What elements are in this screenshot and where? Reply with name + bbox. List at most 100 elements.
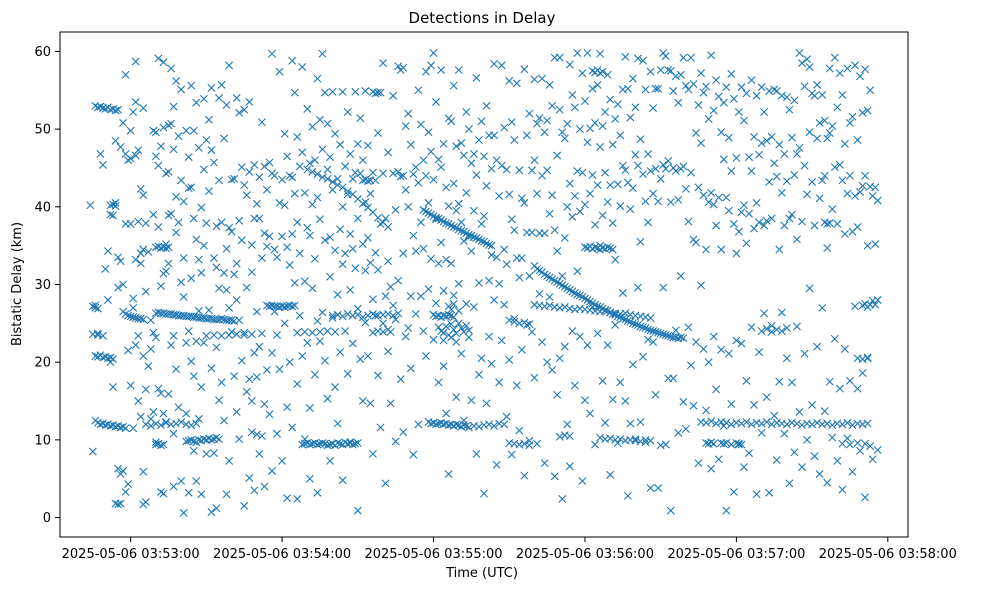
data-point: [321, 356, 329, 365]
data-point: [136, 314, 145, 323]
data-point: [520, 439, 529, 448]
data-point: [490, 59, 499, 68]
data-point: [477, 117, 486, 126]
data-point: [131, 57, 140, 66]
data-point: [232, 94, 241, 103]
data-point: [209, 254, 218, 263]
data-point: [790, 170, 799, 179]
data-point: [739, 116, 748, 125]
data-point: [457, 226, 466, 235]
data-point: [209, 449, 218, 458]
data-point: [280, 201, 289, 210]
data-point: [452, 206, 461, 215]
y-axis: 0 10 20 30 40 50 60: [34, 45, 60, 526]
data-point: [313, 74, 322, 83]
data-point: [606, 434, 615, 443]
data-point: [177, 477, 186, 486]
data-point: [628, 184, 637, 193]
data-point: [414, 420, 423, 429]
data-point: [459, 416, 468, 425]
data-point: [124, 156, 133, 165]
data-point: [795, 48, 804, 57]
data-point: [230, 372, 239, 381]
data-point: [116, 142, 125, 151]
data-point: [560, 233, 569, 242]
data-point: [856, 72, 865, 81]
data-point: [737, 419, 746, 428]
data-point: [129, 303, 138, 312]
data-point: [578, 477, 587, 486]
data-point: [712, 419, 721, 428]
data-point: [611, 115, 620, 124]
data-point: [578, 168, 587, 177]
data-point: [315, 327, 324, 336]
data-point: [603, 341, 612, 350]
data-point: [379, 59, 388, 68]
data-point: [396, 375, 405, 384]
data-point: [722, 439, 731, 447]
data-point: [331, 246, 340, 255]
data-point: [747, 76, 756, 85]
data-point: [252, 307, 261, 316]
data-point: [661, 164, 670, 173]
data-point: [103, 296, 112, 305]
data-point: [401, 122, 410, 130]
data-point: [808, 420, 817, 429]
data-point: [154, 223, 163, 231]
data-point: [341, 162, 350, 171]
data-point: [442, 219, 451, 228]
data-point: [146, 344, 155, 353]
data-point: [507, 450, 516, 459]
data-point: [785, 214, 794, 223]
data-point: [363, 311, 372, 320]
data-point: [394, 167, 403, 176]
data-point: [679, 162, 688, 171]
data-point: [535, 289, 544, 298]
data-point: [270, 245, 279, 254]
data-point: [288, 302, 297, 311]
data-point: [467, 396, 476, 405]
data-point: [757, 419, 766, 428]
data-point: [563, 420, 572, 429]
data-point: [772, 172, 781, 181]
data-point: [429, 48, 438, 57]
data-point: [341, 327, 350, 336]
data-point: [326, 272, 335, 281]
data-point: [379, 327, 388, 336]
data-point: [452, 142, 461, 151]
data-point: [227, 327, 236, 336]
data-point: [623, 84, 632, 93]
data-point: [517, 254, 526, 263]
data-point: [237, 163, 246, 172]
data-point: [818, 176, 827, 185]
data-point: [202, 219, 211, 228]
data-point: [167, 209, 176, 218]
data-point: [500, 123, 509, 132]
data-point: [346, 438, 355, 447]
data-point: [288, 230, 297, 238]
data-point: [474, 370, 483, 379]
data-point: [149, 328, 158, 337]
data-point: [707, 464, 716, 473]
data-point: [353, 139, 362, 148]
data-point: [192, 337, 201, 346]
data-point: [707, 417, 716, 426]
data-point: [755, 150, 764, 159]
data-point: [490, 421, 499, 430]
data-point: [550, 226, 559, 235]
data-point: [568, 327, 577, 336]
data-point: [156, 487, 165, 496]
data-point: [358, 199, 367, 208]
data-point: [608, 219, 617, 228]
data-point: [255, 214, 264, 223]
data-point: [469, 149, 478, 158]
data-point: [692, 338, 700, 346]
data-point: [601, 306, 610, 315]
data-point: [654, 328, 663, 337]
data-point: [308, 200, 317, 209]
data-point: [260, 400, 269, 409]
data-point: [379, 319, 388, 328]
data-point: [464, 230, 473, 239]
data-point: [505, 316, 514, 325]
